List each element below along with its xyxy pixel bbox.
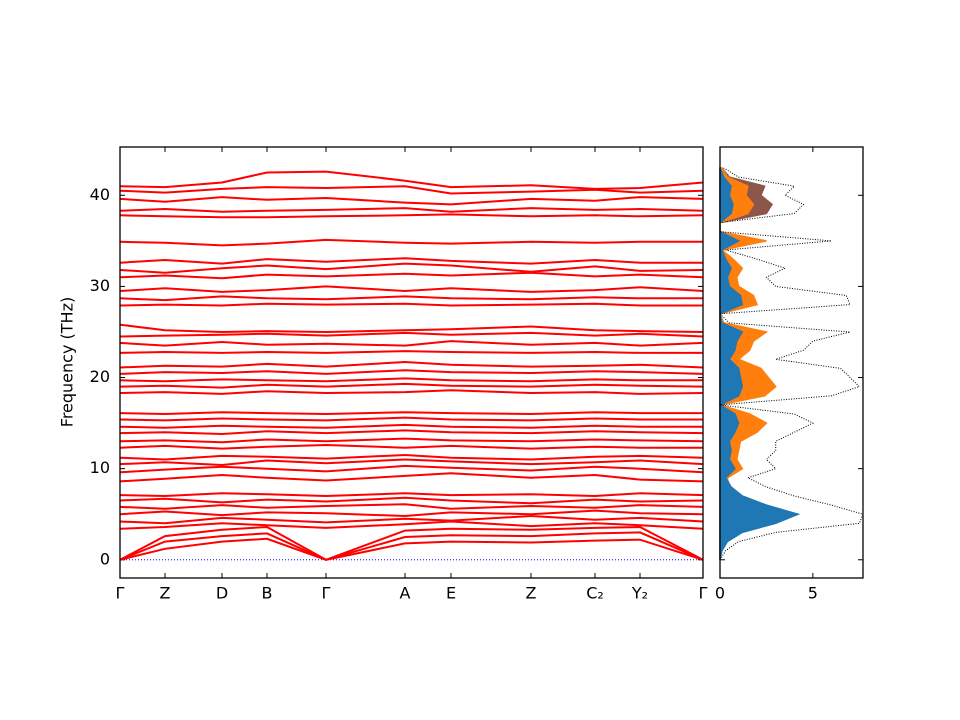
band <box>119 509 704 518</box>
band <box>119 531 704 561</box>
plot-frame <box>719 146 864 579</box>
band <box>119 377 703 383</box>
band <box>119 382 704 389</box>
band <box>119 437 704 444</box>
band <box>119 257 703 265</box>
x-tick-label: Y₂ <box>631 584 648 603</box>
band <box>119 464 704 474</box>
plot-frame <box>119 146 704 579</box>
y-tick-label: 30 <box>90 276 110 295</box>
band <box>119 503 704 510</box>
x-tick-label: 0 <box>715 584 725 603</box>
band <box>119 340 704 347</box>
x-tick-label: E <box>446 584 456 603</box>
band <box>119 207 704 213</box>
band <box>119 537 704 561</box>
x-tick-label: A <box>400 584 411 603</box>
band <box>119 411 703 416</box>
band <box>119 453 704 461</box>
x-tick-label: Γ <box>699 584 708 603</box>
band <box>119 350 703 354</box>
band <box>119 514 704 525</box>
partial-dos <box>718 167 801 560</box>
y-tick-label: 0 <box>100 549 110 568</box>
x-tick-label: Z <box>526 584 537 603</box>
band <box>119 185 704 195</box>
y-tick-label: 40 <box>90 185 110 204</box>
band <box>119 492 704 498</box>
x-tick-label: D <box>216 584 228 603</box>
band <box>119 443 703 450</box>
x-tick-label: B <box>262 584 273 603</box>
x-tick-label: C₂ <box>586 584 604 603</box>
y-tick-label: 10 <box>90 458 110 477</box>
band <box>119 170 704 190</box>
band <box>119 271 704 280</box>
band <box>119 525 704 561</box>
band <box>119 520 704 530</box>
band <box>119 238 703 247</box>
band <box>119 213 704 219</box>
y-tick-label: 20 <box>90 367 110 386</box>
total-dos <box>718 167 864 561</box>
x-tick-label: 5 <box>808 584 818 603</box>
band <box>119 429 704 436</box>
band <box>119 302 703 307</box>
band <box>119 196 704 206</box>
band <box>119 416 703 422</box>
y-axis-label: Frequency (THz) <box>58 297 77 427</box>
band <box>119 389 704 395</box>
band <box>119 496 704 505</box>
band <box>119 295 703 302</box>
x-tick-label: Z <box>160 584 171 603</box>
band <box>119 423 703 429</box>
band <box>119 262 704 274</box>
band <box>119 323 704 334</box>
band <box>119 285 704 293</box>
band <box>119 458 704 467</box>
x-tick-label: Γ <box>116 584 125 603</box>
x-tick-label: Γ <box>322 584 331 603</box>
band <box>119 360 704 369</box>
band <box>119 369 704 375</box>
band <box>119 472 704 483</box>
band <box>119 331 704 338</box>
